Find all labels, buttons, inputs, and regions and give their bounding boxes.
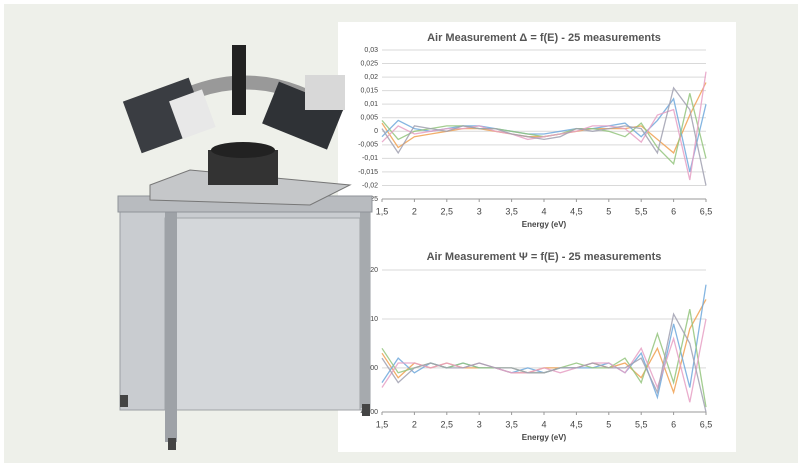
x-tick-label: 4 (541, 206, 546, 216)
x-tick-label: 6 (671, 419, 676, 429)
ellipsometer-photo (117, 45, 373, 450)
foot (120, 395, 128, 407)
detector-box (305, 75, 345, 110)
x-tick-label: 4,5 (570, 419, 583, 429)
x-tick-label: 3,5 (505, 206, 518, 216)
x-tick-label: 6,5 (700, 206, 713, 216)
x-tick-label: 1,5 (376, 419, 389, 429)
chart-title: Air Measurement Δ = f(E) - 25 measuremen… (427, 32, 661, 44)
y-tick-label: 20 (370, 267, 378, 274)
y-tick-label: 10 (370, 316, 378, 323)
detector-arm (262, 81, 344, 150)
microscope (232, 45, 246, 115)
x-tick-label: 5,5 (635, 206, 648, 216)
source-label (169, 89, 216, 139)
x-tick-label: 2,5 (441, 206, 454, 216)
data-line (381, 86, 707, 186)
x-tick-label: 4 (541, 419, 546, 429)
foot (362, 404, 370, 416)
y-tick-label: 0,02 (364, 74, 378, 81)
x-tick-label: 4,5 (570, 206, 583, 216)
x-tick-label: 3,5 (505, 419, 518, 429)
x-tick-label: 3 (477, 419, 482, 429)
stage-frame (149, 169, 352, 206)
stage-disc (211, 142, 275, 158)
x-tick-label: 5,5 (635, 419, 648, 429)
y-tick-label: 0,015 (360, 87, 378, 94)
chart-panel (338, 22, 736, 452)
x-tick-label: 1,5 (376, 206, 389, 216)
x-tick-label: 6 (671, 206, 676, 216)
cabinet-pillar (165, 212, 177, 442)
cabinet-panel (164, 217, 361, 411)
data-line (381, 318, 707, 403)
y-tick-label: 0,01 (364, 101, 378, 108)
plots: Air Measurement Δ = f(E) - 25 measuremen… (358, 32, 712, 442)
x-tick-label: 2 (412, 419, 417, 429)
y-tick-label: -0,02 (362, 182, 378, 189)
data-line (381, 71, 707, 181)
cabinet-pillar (360, 200, 370, 408)
x-tick-label: 5 (606, 419, 611, 429)
y-tick-label: -0,015 (358, 169, 378, 176)
y-tick-label: 0,03 (364, 47, 378, 54)
x-tick-label: 2,5 (441, 419, 454, 429)
chart-title: Air Measurement Ψ = f(E) - 25 measuremen… (427, 251, 662, 263)
data-line (381, 312, 707, 413)
y-tick-label: 00 (370, 365, 378, 372)
y-tick-label: 0,005 (360, 115, 378, 122)
x-tick-label: 2 (412, 206, 417, 216)
y-tick-label: 0 (374, 128, 378, 135)
y-tick-label: -0,005 (358, 142, 378, 149)
x-tick-label: 5 (606, 206, 611, 216)
y-tick-label: 0,025 (360, 60, 378, 67)
foot (168, 438, 176, 450)
x-axis-label: Energy (eV) (522, 433, 567, 442)
y-tick-label: -0,01 (362, 155, 378, 162)
x-axis-label: Energy (eV) (522, 220, 567, 229)
x-tick-label: 3 (477, 206, 482, 216)
x-tick-label: 6,5 (700, 419, 713, 429)
